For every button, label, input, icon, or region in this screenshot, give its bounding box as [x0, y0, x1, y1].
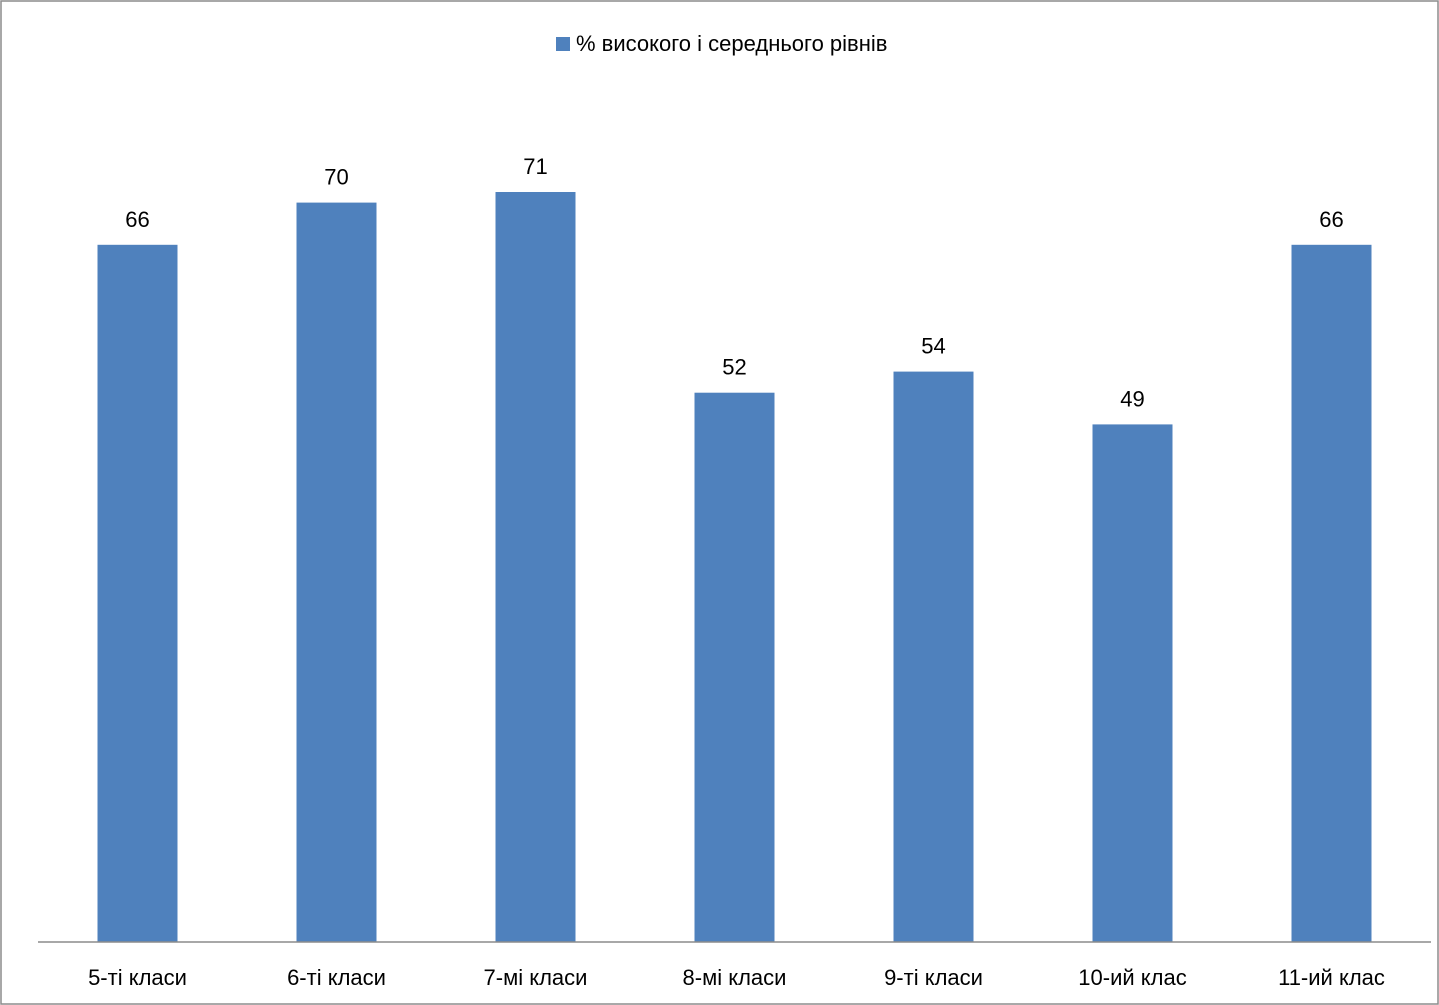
bar [495, 192, 576, 942]
category-label: 10-ий клас [1078, 965, 1186, 990]
legend: % високого і середнього рівнів [556, 31, 887, 56]
category-label: 9-ті класи [884, 965, 983, 990]
bar [694, 392, 775, 942]
category-label: 7-мі класи [484, 965, 588, 990]
category-label: 11-ий клас [1278, 965, 1385, 990]
bar-value-label: 70 [324, 165, 348, 190]
bar [893, 371, 974, 943]
bar [1291, 244, 1372, 943]
value-labels-group: 66 70 71 52 54 49 66 [125, 154, 1343, 411]
bar-value-label: 66 [125, 207, 149, 232]
legend-swatch [556, 37, 570, 51]
category-labels-group: 5-ті класи 6-ті класи 7-мі класи 8-мі класи… [88, 965, 1385, 990]
bar [97, 244, 178, 943]
bar-value-label: 66 [1319, 207, 1343, 232]
bar-value-label: 54 [921, 334, 945, 359]
category-label: 6-ті класи [287, 965, 386, 990]
legend-label: % високого і середнього рівнів [576, 31, 887, 56]
bars-group [97, 192, 1372, 943]
bar [296, 202, 377, 943]
bar-value-label: 52 [722, 355, 746, 380]
bar [1092, 424, 1173, 942]
category-label: 8-мі класи [683, 965, 787, 990]
category-label: 5-ті класи [88, 965, 187, 990]
bar-value-label: 49 [1120, 386, 1144, 411]
bar-value-label: 71 [523, 154, 547, 179]
